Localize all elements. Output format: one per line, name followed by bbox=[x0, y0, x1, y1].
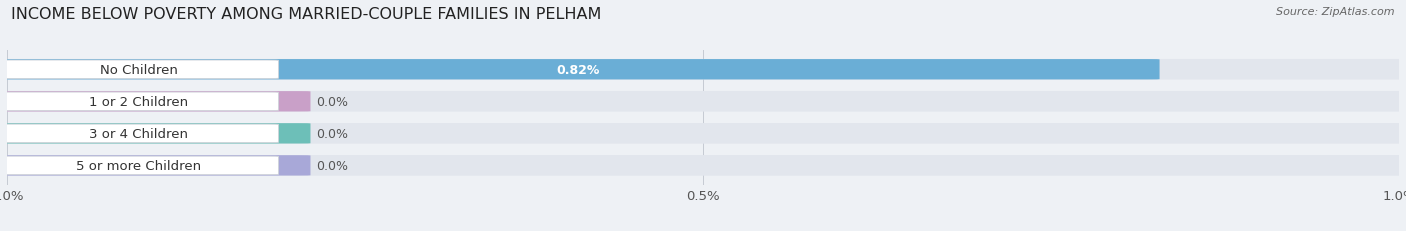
Text: 1 or 2 Children: 1 or 2 Children bbox=[89, 95, 188, 108]
FancyBboxPatch shape bbox=[0, 60, 1160, 80]
FancyBboxPatch shape bbox=[0, 155, 311, 176]
FancyBboxPatch shape bbox=[0, 124, 311, 144]
FancyBboxPatch shape bbox=[0, 124, 1406, 144]
FancyBboxPatch shape bbox=[0, 93, 278, 111]
FancyBboxPatch shape bbox=[0, 125, 278, 143]
FancyBboxPatch shape bbox=[0, 156, 278, 175]
Text: Source: ZipAtlas.com: Source: ZipAtlas.com bbox=[1277, 7, 1395, 17]
Text: 0.0%: 0.0% bbox=[316, 159, 349, 172]
Text: No Children: No Children bbox=[100, 64, 177, 76]
FancyBboxPatch shape bbox=[0, 155, 1406, 176]
FancyBboxPatch shape bbox=[0, 60, 1406, 80]
Text: 5 or more Children: 5 or more Children bbox=[76, 159, 201, 172]
Text: 0.0%: 0.0% bbox=[316, 127, 349, 140]
Text: 3 or 4 Children: 3 or 4 Children bbox=[89, 127, 188, 140]
FancyBboxPatch shape bbox=[0, 92, 311, 112]
Text: 0.0%: 0.0% bbox=[316, 95, 349, 108]
FancyBboxPatch shape bbox=[0, 61, 278, 79]
Text: 0.82%: 0.82% bbox=[555, 64, 599, 76]
Text: INCOME BELOW POVERTY AMONG MARRIED-COUPLE FAMILIES IN PELHAM: INCOME BELOW POVERTY AMONG MARRIED-COUPL… bbox=[11, 7, 602, 22]
FancyBboxPatch shape bbox=[0, 91, 1406, 112]
